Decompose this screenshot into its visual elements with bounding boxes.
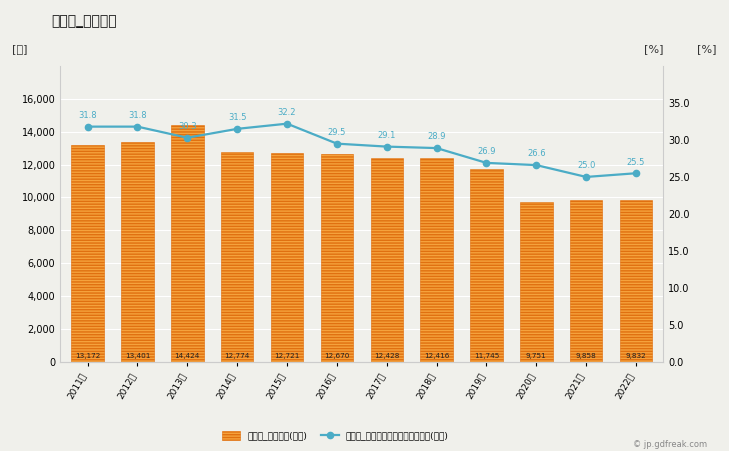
Text: 12,721: 12,721 [274, 354, 300, 359]
Text: 26.6: 26.6 [527, 149, 545, 158]
Text: 25.0: 25.0 [577, 161, 596, 170]
Text: 13,172: 13,172 [75, 354, 101, 359]
Bar [421, 158, 453, 362]
Bar [221, 152, 254, 362]
Text: 31.8: 31.8 [78, 111, 97, 120]
Text: 25.5: 25.5 [627, 157, 645, 166]
Text: 30.3: 30.3 [178, 122, 197, 131]
Text: 31.8: 31.8 [128, 111, 147, 120]
Bar [370, 157, 403, 362]
Text: 26.9: 26.9 [477, 147, 496, 156]
Text: © jp.gdfreak.com: © jp.gdfreak.com [633, 440, 707, 449]
Text: 12,774: 12,774 [225, 354, 250, 359]
Text: 12,670: 12,670 [324, 354, 350, 359]
Bar [71, 145, 104, 362]
Text: 13,401: 13,401 [125, 354, 150, 359]
Text: 29.5: 29.5 [328, 128, 346, 137]
Text: 非木造_建築物数: 非木造_建築物数 [51, 14, 117, 28]
Legend: 非木造_建築物数(左軸), 非木造_全建築物数にしめるシェア(右軸): 非木造_建築物数(左軸), 非木造_全建築物数にしめるシェア(右軸) [218, 428, 453, 444]
Text: 29.1: 29.1 [378, 131, 396, 140]
Bar [321, 154, 353, 362]
Bar [271, 153, 303, 362]
Text: 9,858: 9,858 [576, 354, 596, 359]
Text: 32.2: 32.2 [278, 108, 296, 117]
Bar [620, 200, 652, 362]
Text: 12,428: 12,428 [374, 354, 399, 359]
Text: 28.9: 28.9 [427, 133, 446, 142]
Bar [121, 142, 154, 362]
Bar [470, 169, 503, 362]
Text: [棟]: [棟] [12, 44, 28, 54]
Bar [570, 200, 602, 362]
Bar [171, 125, 203, 362]
Text: 11,745: 11,745 [474, 354, 499, 359]
Text: 12,416: 12,416 [424, 354, 449, 359]
Text: [%]: [%] [697, 44, 716, 54]
Text: [%]: [%] [644, 44, 663, 54]
Text: 9,751: 9,751 [526, 354, 547, 359]
Bar [520, 202, 553, 362]
Text: 9,832: 9,832 [625, 354, 647, 359]
Text: 31.5: 31.5 [228, 113, 246, 122]
Text: 14,424: 14,424 [175, 354, 200, 359]
